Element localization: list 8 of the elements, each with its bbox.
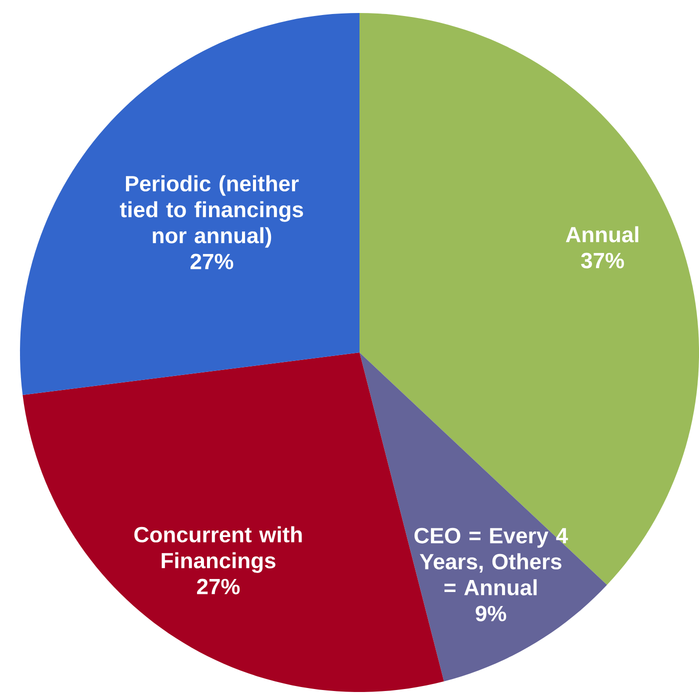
data-label: 27%	[197, 578, 240, 594]
slice-label: Annual	[566, 226, 638, 242]
slice-label: Concurrent with Financings	[134, 526, 302, 573]
data-label: 27%	[190, 254, 234, 270]
data-label: 37%	[581, 252, 624, 268]
slice-label: CEO = Every 4 Years, Others = Annual	[414, 528, 568, 596]
data-label: 9%	[476, 606, 506, 622]
slice-label: Periodic (neither tied to financings nor annual)	[120, 175, 304, 248]
